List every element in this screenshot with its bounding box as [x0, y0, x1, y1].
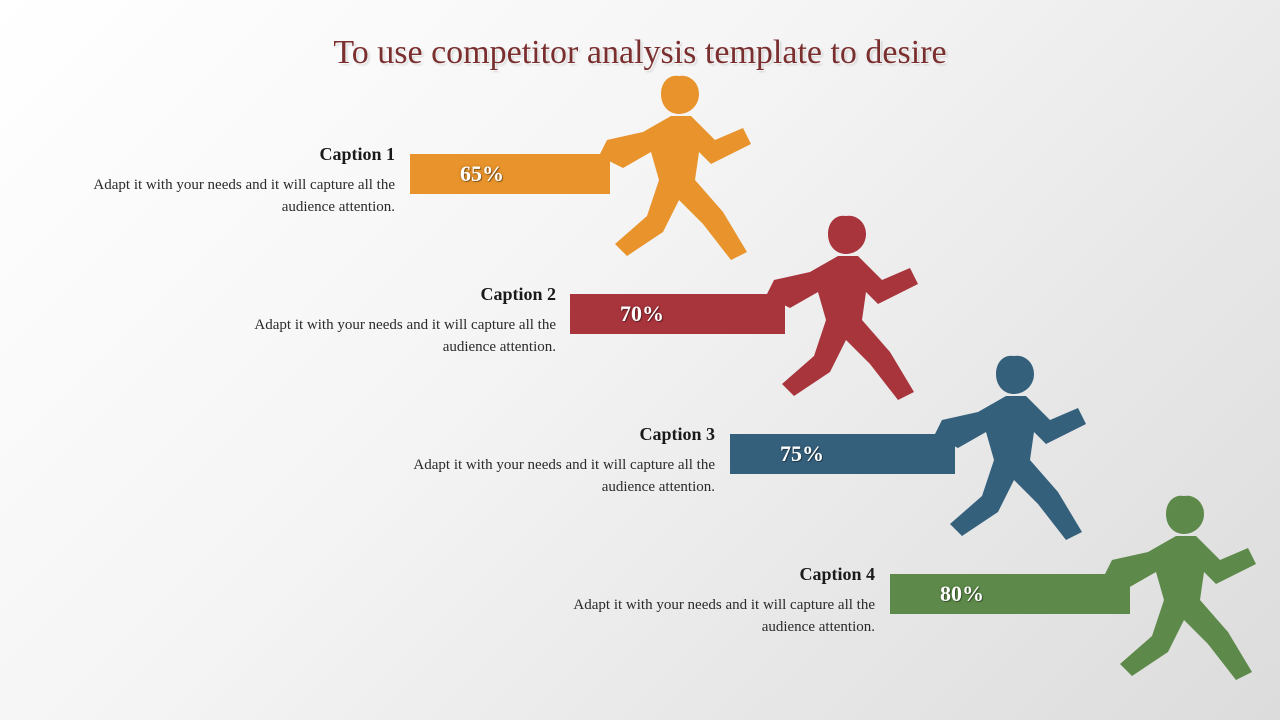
percent-label-3: 75% [780, 441, 824, 467]
percent-label-2: 70% [620, 301, 664, 327]
caption-block-2: Caption 2 Adapt it with your needs and i… [236, 284, 556, 359]
infographic-row-4: Caption 4 Adapt it with your needs and i… [0, 542, 1280, 682]
infographic-row-1: Caption 1 Adapt it with your needs and i… [0, 122, 1280, 262]
caption-block-1: Caption 1 Adapt it with your needs and i… [75, 144, 395, 219]
runner-icon-4 [1060, 484, 1260, 684]
caption-title-3: Caption 3 [395, 424, 715, 445]
caption-desc-4: Adapt it with your needs and it will cap… [555, 595, 875, 639]
percent-label-4: 80% [940, 581, 984, 607]
caption-title-4: Caption 4 [555, 564, 875, 585]
caption-title-1: Caption 1 [75, 144, 395, 165]
percent-label-1: 65% [460, 161, 504, 187]
caption-desc-3: Adapt it with your needs and it will cap… [395, 455, 715, 499]
caption-block-4: Caption 4 Adapt it with your needs and i… [555, 564, 875, 639]
caption-desc-1: Adapt it with your needs and it will cap… [75, 175, 395, 219]
caption-block-3: Caption 3 Adapt it with your needs and i… [395, 424, 715, 499]
caption-desc-2: Adapt it with your needs and it will cap… [236, 315, 556, 359]
caption-title-2: Caption 2 [236, 284, 556, 305]
